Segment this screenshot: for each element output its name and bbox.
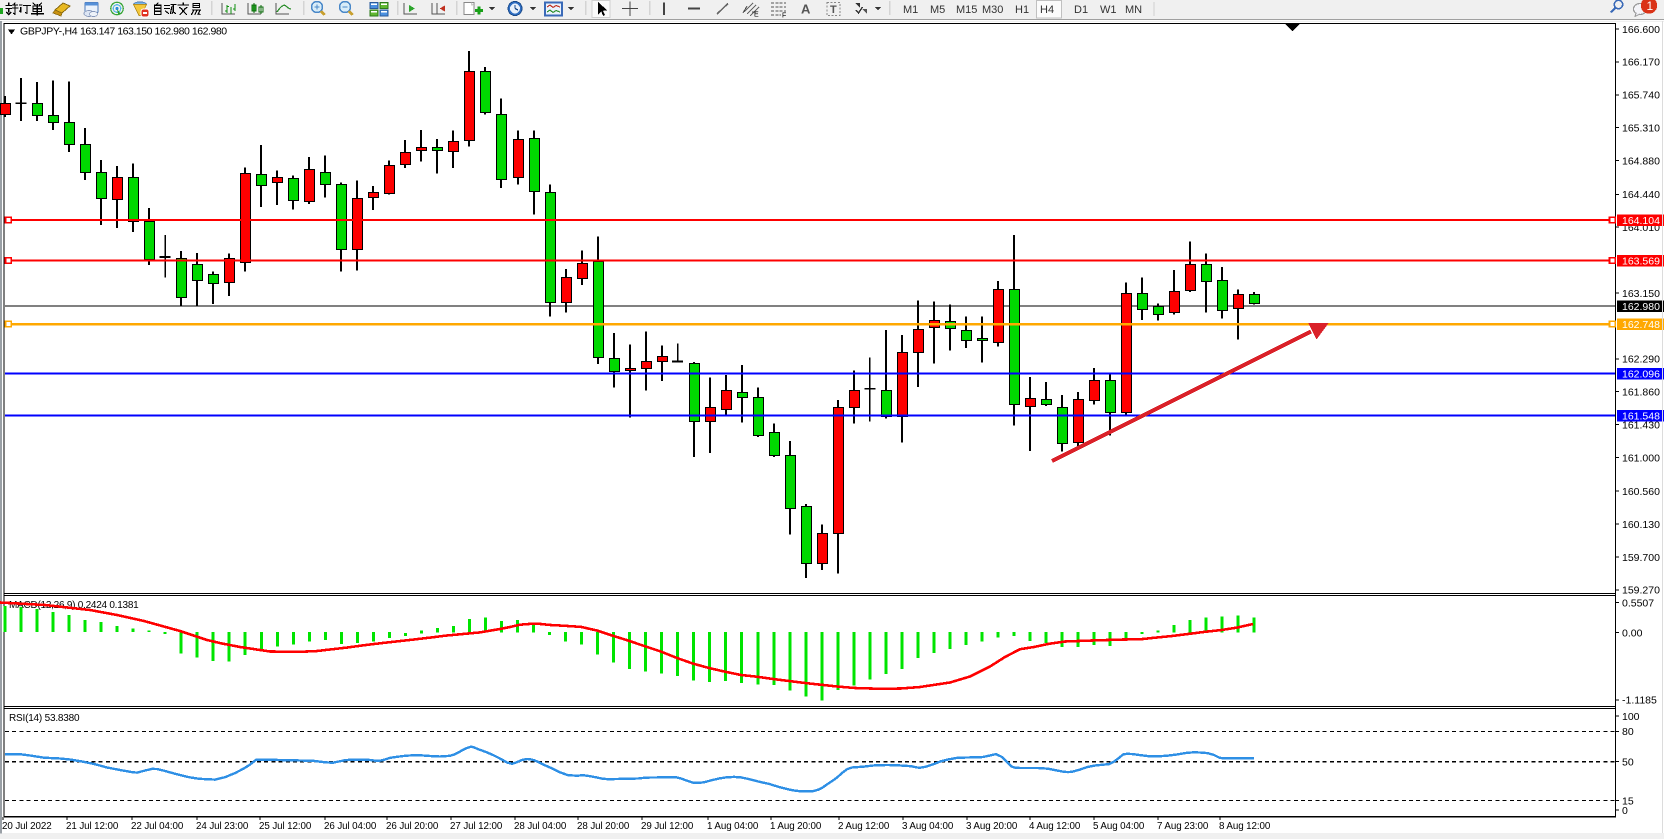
- svg-text:3 Aug 20:00: 3 Aug 20:00: [966, 821, 1018, 832]
- svg-text:163.147 163.150 162.980 162.98: 163.147 163.150 162.980 162.980: [80, 26, 227, 38]
- svg-text:8 Aug 12:00: 8 Aug 12:00: [1219, 821, 1271, 832]
- svg-text:159.270: 159.270: [1622, 585, 1660, 597]
- svg-text:4 Aug 12:00: 4 Aug 12:00: [1029, 821, 1081, 832]
- svg-text:21 Jul 12:00: 21 Jul 12:00: [66, 821, 119, 832]
- svg-text:27 Jul 12:00: 27 Jul 12:00: [450, 821, 503, 832]
- svg-text:164.880: 164.880: [1622, 155, 1660, 167]
- svg-text:161.860: 161.860: [1622, 387, 1660, 399]
- svg-text:M30: M30: [982, 4, 1003, 16]
- svg-text:2 Aug 12:00: 2 Aug 12:00: [838, 821, 890, 832]
- svg-text:162.748: 162.748: [1622, 319, 1660, 331]
- svg-text:3 Aug 04:00: 3 Aug 04:00: [902, 821, 954, 832]
- svg-text:165.310: 165.310: [1622, 123, 1660, 135]
- svg-text:26 Jul 04:00: 26 Jul 04:00: [324, 821, 377, 832]
- svg-text:160.560: 160.560: [1622, 486, 1660, 498]
- svg-text:160.130: 160.130: [1622, 519, 1660, 531]
- svg-text:162.096: 162.096: [1622, 368, 1660, 380]
- svg-text:1 Aug 20:00: 1 Aug 20:00: [770, 821, 822, 832]
- svg-text:5 Aug 04:00: 5 Aug 04:00: [1093, 821, 1145, 832]
- svg-text:7 Aug 23:00: 7 Aug 23:00: [1157, 821, 1209, 832]
- svg-text:E: E: [754, 12, 759, 19]
- svg-text:159.700: 159.700: [1622, 552, 1660, 564]
- svg-text:H1: H1: [1015, 4, 1029, 16]
- svg-text:161.000: 161.000: [1622, 452, 1660, 464]
- svg-text:1 Aug 04:00: 1 Aug 04:00: [707, 821, 759, 832]
- svg-text:28 Jul 04:00: 28 Jul 04:00: [514, 821, 567, 832]
- svg-text:RSI(14) 53.8380: RSI(14) 53.8380: [9, 713, 80, 724]
- svg-text:0.5507: 0.5507: [1622, 597, 1654, 609]
- svg-text:166.600: 166.600: [1622, 24, 1660, 36]
- svg-text:166.170: 166.170: [1622, 57, 1660, 69]
- svg-text:M5: M5: [930, 4, 945, 16]
- svg-text:80: 80: [1622, 726, 1634, 738]
- svg-text:F: F: [782, 13, 786, 20]
- svg-text:20 Jul 2022: 20 Jul 2022: [2, 821, 52, 832]
- svg-text:29 Jul 12:00: 29 Jul 12:00: [641, 821, 694, 832]
- svg-text:0.00: 0.00: [1622, 628, 1643, 640]
- svg-text:1: 1: [1647, 0, 1654, 13]
- svg-text:MACD(12,26,9) 0.2424 0.1381: MACD(12,26,9) 0.2424 0.1381: [9, 600, 139, 611]
- svg-text:164.440: 164.440: [1622, 189, 1660, 201]
- svg-text:-1.1185: -1.1185: [1622, 695, 1657, 707]
- svg-text:H4: H4: [1040, 4, 1054, 16]
- svg-text:A: A: [801, 2, 811, 17]
- svg-text:165.740: 165.740: [1622, 90, 1660, 102]
- svg-text:162.980: 162.980: [1622, 301, 1660, 313]
- svg-text:15: 15: [1622, 795, 1634, 807]
- svg-text:M1: M1: [903, 4, 918, 16]
- svg-text:164.104: 164.104: [1622, 215, 1660, 227]
- svg-text:50: 50: [1622, 757, 1634, 769]
- svg-text:161.548: 161.548: [1622, 410, 1660, 422]
- svg-text:0: 0: [1622, 805, 1628, 817]
- svg-text:22 Jul 04:00: 22 Jul 04:00: [131, 821, 184, 832]
- svg-text:D1: D1: [1074, 4, 1088, 16]
- svg-text:T: T: [830, 4, 837, 16]
- svg-text:163.569: 163.569: [1622, 255, 1660, 267]
- svg-text:26 Jul 20:00: 26 Jul 20:00: [386, 821, 439, 832]
- svg-text:GBPJPY-,H4: GBPJPY-,H4: [20, 26, 78, 38]
- svg-text:162.290: 162.290: [1622, 354, 1660, 366]
- svg-text:MN: MN: [1125, 4, 1142, 16]
- svg-text:28 Jul 20:00: 28 Jul 20:00: [577, 821, 630, 832]
- svg-text:M15: M15: [956, 4, 977, 16]
- svg-text:25 Jul 12:00: 25 Jul 12:00: [259, 821, 312, 832]
- svg-text:161.430: 161.430: [1622, 419, 1660, 431]
- svg-text:100: 100: [1622, 711, 1640, 723]
- svg-text:W1: W1: [1100, 4, 1117, 16]
- svg-text:163.150: 163.150: [1622, 288, 1660, 300]
- svg-text:24 Jul 23:00: 24 Jul 23:00: [196, 821, 249, 832]
